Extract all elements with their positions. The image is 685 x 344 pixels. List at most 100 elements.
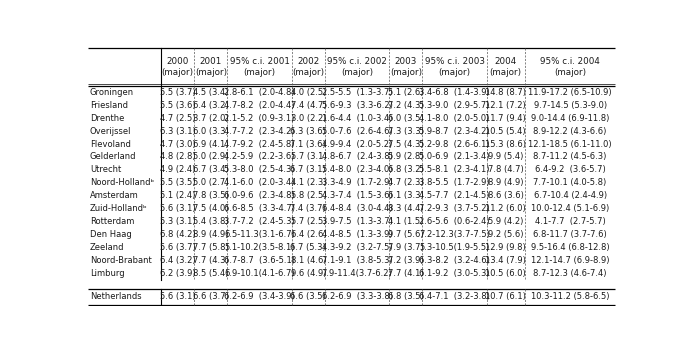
Text: 3.0 (2.2): 3.0 (2.2) <box>290 114 326 123</box>
Text: 1.6-4.4  (1.0-3.4): 1.6-4.4 (1.0-3.4) <box>322 114 393 123</box>
Text: 5.5 (3.7): 5.5 (3.7) <box>160 88 195 97</box>
Text: 11.2 (6.0): 11.2 (6.0) <box>486 204 526 213</box>
Text: 4.8-6.7  (2.4-3.8): 4.8-6.7 (2.4-3.8) <box>322 152 393 161</box>
Text: 6.4 (3.2): 6.4 (3.2) <box>160 256 195 265</box>
Text: Zeeland: Zeeland <box>90 243 125 252</box>
Text: 4.0 (2.5): 4.0 (2.5) <box>290 88 326 97</box>
Text: 3.7 (2.0): 3.7 (2.0) <box>193 114 229 123</box>
Text: 10.3-11.2 (5.8-6.5): 10.3-11.2 (5.8-6.5) <box>531 292 610 301</box>
Text: 7.8 (4.7): 7.8 (4.7) <box>488 165 523 174</box>
Text: 8.9 (4.9): 8.9 (4.9) <box>193 230 229 239</box>
Text: 5.3-10.5(1.9-5.5): 5.3-10.5(1.9-5.5) <box>419 243 490 252</box>
Text: 4.9 (2.4): 4.9 (2.4) <box>160 165 195 174</box>
Text: 15.3 (8.6): 15.3 (8.6) <box>485 140 526 149</box>
Text: 6.7-10.4 (2.4-4.9): 6.7-10.4 (2.4-4.9) <box>534 191 607 200</box>
Text: 8.9 (4.9): 8.9 (4.9) <box>488 178 523 187</box>
Text: Limburg: Limburg <box>90 269 125 278</box>
Text: 8.7-12.3 (4.6-7.4): 8.7-12.3 (4.6-7.4) <box>534 269 607 278</box>
Text: 9.0-14.4 (6.9-11.8): 9.0-14.4 (6.9-11.8) <box>531 114 609 123</box>
Text: 95% c.i. 2001
(major): 95% c.i. 2001 (major) <box>229 57 290 77</box>
Text: 95% c.i. 2003
(major): 95% c.i. 2003 (major) <box>425 57 485 77</box>
Text: 10.0-12.4 (5.1-6.9): 10.0-12.4 (5.1-6.9) <box>531 204 609 213</box>
Text: 2.8-6.1  (2.0-4.8): 2.8-6.1 (2.0-4.8) <box>224 88 295 97</box>
Text: Flevoland: Flevoland <box>90 140 131 149</box>
Text: 4.1-7.7  (2.7-5.7): 4.1-7.7 (2.7-5.7) <box>535 217 606 226</box>
Text: Netherlands: Netherlands <box>90 292 142 301</box>
Text: 4.1-8.0  (2.0-5.0): 4.1-8.0 (2.0-5.0) <box>419 114 490 123</box>
Text: 4.7 (2.3): 4.7 (2.3) <box>388 178 424 187</box>
Text: 6.3 (3.1): 6.3 (3.1) <box>160 127 195 136</box>
Text: 5.2-9.8  (2.6-6.1): 5.2-9.8 (2.6-6.1) <box>419 140 490 149</box>
Text: 6.9-10.1(4.1-6.7): 6.9-10.1(4.1-6.7) <box>224 269 295 278</box>
Text: 8.6 (3.6): 8.6 (3.6) <box>488 191 524 200</box>
Text: 5.0-7.6  (2.6-4.6): 5.0-7.6 (2.6-4.6) <box>322 127 393 136</box>
Text: 4.7-9.2  (2.4-5.8): 4.7-9.2 (2.4-5.8) <box>225 140 295 149</box>
Text: 6.2-6.9  (3.3-3.8): 6.2-6.9 (3.3-3.8) <box>322 292 393 301</box>
Text: 5.0 (2.7): 5.0 (2.7) <box>193 178 229 187</box>
Text: 95% c.i. 2004
(major): 95% c.i. 2004 (major) <box>540 57 600 77</box>
Text: 14.8 (8.7): 14.8 (8.7) <box>485 88 526 97</box>
Text: 6.7 (3.1): 6.7 (3.1) <box>290 165 326 174</box>
Text: 7.8 (3.5): 7.8 (3.5) <box>193 191 229 200</box>
Text: 6.4 (3.2): 6.4 (3.2) <box>193 101 229 110</box>
Text: 10.5 (5.4): 10.5 (5.4) <box>486 127 526 136</box>
Text: 6.9 (4.1): 6.9 (4.1) <box>193 140 229 149</box>
Text: 7.9 (3.7): 7.9 (3.7) <box>388 243 424 252</box>
Text: 7.7 (5.8): 7.7 (5.8) <box>193 243 229 252</box>
Text: 5.1 (2.4): 5.1 (2.4) <box>160 191 195 200</box>
Text: 4.4-8.5  (1.3-3.9): 4.4-8.5 (1.3-3.9) <box>322 230 393 239</box>
Text: 6.6 (3.7): 6.6 (3.7) <box>193 292 229 301</box>
Text: Groningen: Groningen <box>90 88 134 97</box>
Text: Drenthe: Drenthe <box>90 114 124 123</box>
Text: 6.7 (5.3): 6.7 (5.3) <box>290 243 326 252</box>
Text: 6.4-9.2  (3.6-5.7): 6.4-9.2 (3.6-5.7) <box>535 165 606 174</box>
Text: 6.8 (3.5): 6.8 (3.5) <box>388 292 424 301</box>
Text: 6.2 (3.9): 6.2 (3.9) <box>160 269 195 278</box>
Text: Noord-Brabant: Noord-Brabant <box>90 256 151 265</box>
Text: 9.5-16.4 (6.8-12.8): 9.5-16.4 (6.8-12.8) <box>531 243 610 252</box>
Text: 4.7-7.2  (2.3-4.2): 4.7-7.2 (2.3-4.2) <box>224 127 295 136</box>
Text: 8.3 (4.4): 8.3 (4.4) <box>388 204 424 213</box>
Text: 5.4 (3.8): 5.4 (3.8) <box>193 217 229 226</box>
Text: 4.9-9.4  (2.0-5.2): 4.9-9.4 (2.0-5.2) <box>322 140 393 149</box>
Text: 6.6 (3.5): 6.6 (3.5) <box>290 292 326 301</box>
Text: 6.1 (3.3): 6.1 (3.3) <box>388 191 424 200</box>
Text: 7.4 (3.7): 7.4 (3.7) <box>290 204 326 213</box>
Text: 5.3 (3.1): 5.3 (3.1) <box>160 217 195 226</box>
Text: 7.3 (3.3): 7.3 (3.3) <box>388 127 424 136</box>
Text: 12.1 (7.2): 12.1 (7.2) <box>486 101 526 110</box>
Text: 6.1-9.2  (3.0-5.3): 6.1-9.2 (3.0-5.3) <box>419 269 490 278</box>
Text: 8.7-11.2 (4.5-6.3): 8.7-11.2 (4.5-6.3) <box>534 152 607 161</box>
Text: 5.3-8.0  (2.5-4.3): 5.3-8.0 (2.5-4.3) <box>224 165 295 174</box>
Text: 9.9 (5.4): 9.9 (5.4) <box>488 152 523 161</box>
Text: 2001
(major): 2001 (major) <box>195 57 227 77</box>
Text: 7.2 (4.3): 7.2 (4.3) <box>388 101 424 110</box>
Text: 8.9-12.2 (4.3-6.6): 8.9-12.2 (4.3-6.6) <box>534 127 607 136</box>
Text: 5.6 (3.1): 5.6 (3.1) <box>160 204 195 213</box>
Text: 7.5 (4.3): 7.5 (4.3) <box>388 140 424 149</box>
Text: 4.3-7.4  (1.5-3.6): 4.3-7.4 (1.5-3.6) <box>322 191 393 200</box>
Text: 11.9-17.2 (6.5-10.9): 11.9-17.2 (6.5-10.9) <box>528 88 612 97</box>
Text: Utrecht: Utrecht <box>90 165 121 174</box>
Text: 95% c.i. 2002
(major): 95% c.i. 2002 (major) <box>327 57 387 77</box>
Text: 4.7 (2.5): 4.7 (2.5) <box>160 114 195 123</box>
Text: 11.7 (9.4): 11.7 (9.4) <box>486 114 526 123</box>
Text: 4.1 (1.5): 4.1 (1.5) <box>388 217 423 226</box>
Text: 6.7-8.7  (3.6-5.1): 6.7-8.7 (3.6-5.1) <box>224 256 295 265</box>
Text: 4.7-8.2  (2.0-4.4): 4.7-8.2 (2.0-4.4) <box>225 101 295 110</box>
Text: 6.8 (3.2): 6.8 (3.2) <box>388 165 424 174</box>
Text: 6.3-8.2  (3.2-4.6): 6.3-8.2 (3.2-4.6) <box>419 256 490 265</box>
Text: Noord-Hollandᵇ: Noord-Hollandᵇ <box>90 178 154 187</box>
Text: 4.5-7.7  (2.1-4.5): 4.5-7.7 (2.1-4.5) <box>419 191 490 200</box>
Text: 5.0-6.9  (2.1-3.4): 5.0-6.9 (2.1-3.4) <box>419 152 490 161</box>
Text: 7.2 (3.9): 7.2 (3.9) <box>388 256 424 265</box>
Text: 3.9-7.5  (1.3-3.7): 3.9-7.5 (1.3-3.7) <box>322 217 393 226</box>
Text: 2002
(major): 2002 (major) <box>292 57 325 77</box>
Text: Rotterdam: Rotterdam <box>90 217 134 226</box>
Text: 9.7 (5.6): 9.7 (5.6) <box>388 230 424 239</box>
Text: 8.1 (4.6): 8.1 (4.6) <box>290 256 326 265</box>
Text: 6.4-7.1  (3.2-3.8): 6.4-7.1 (3.2-3.8) <box>419 292 490 301</box>
Text: 4.1-6.0  (2.0-3.4): 4.1-6.0 (2.0-3.4) <box>225 178 295 187</box>
Text: 12.1-18.5 (6.1-11.0): 12.1-18.5 (6.1-11.0) <box>528 140 612 149</box>
Text: 12.9 (9.8): 12.9 (9.8) <box>486 243 526 252</box>
